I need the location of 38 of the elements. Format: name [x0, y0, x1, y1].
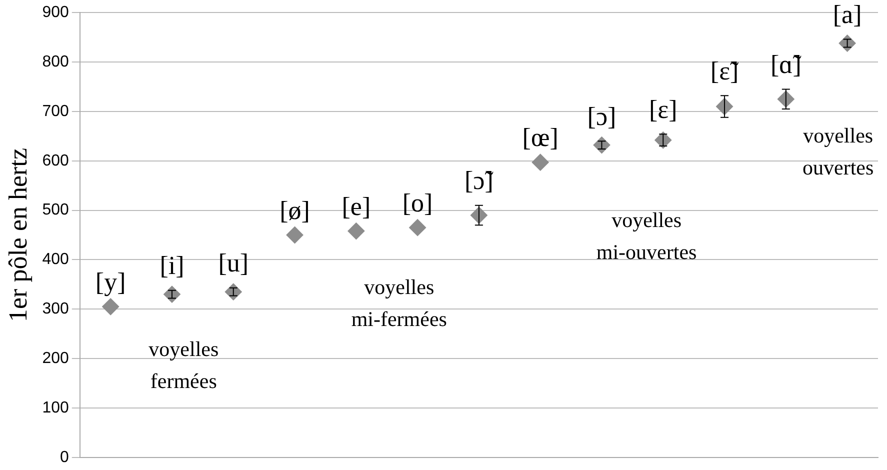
x-tick-label: [a] [832, 0, 862, 30]
point [224, 283, 242, 300]
x-tick-label: [i] [160, 251, 184, 280]
x-tick-label: [y] [95, 267, 126, 296]
x-tick-label: [ɔ] [587, 102, 616, 131]
x-tick-label: [e] [342, 192, 371, 221]
point [348, 222, 365, 240]
x-tick-label: [ø] [280, 196, 310, 225]
point [409, 219, 426, 236]
x-tick-label: [ɔ̃] [464, 166, 494, 196]
y-axis-title: 1er pôle en hertz [3, 148, 32, 322]
point [654, 132, 672, 149]
point [593, 136, 610, 154]
point [163, 286, 180, 303]
annotation: voyelles mi-ouvertes [596, 208, 697, 264]
y-tick-label: 800 [42, 53, 69, 70]
y-tick-label: 400 [42, 251, 69, 268]
y-tick-label: 500 [42, 202, 69, 219]
point [102, 298, 120, 316]
y-tick-label: 0 [60, 448, 69, 466]
x-tick-label: [ɑ̃] [770, 50, 802, 80]
x-tick-label: [o] [402, 188, 433, 218]
y-tick-label: 900 [42, 4, 69, 22]
y-tick-label: 300 [42, 300, 69, 318]
point [838, 34, 856, 52]
point [286, 226, 304, 244]
x-tick-label: [u] [218, 248, 249, 278]
y-tick-label: 200 [42, 350, 69, 367]
y-tick-label: 100 [42, 399, 69, 416]
annotation: voyelles ouvertes [802, 124, 874, 180]
annotation: voyelles fermées [148, 337, 219, 394]
point [532, 154, 549, 171]
annotation: voyelles mi-fermées [351, 274, 447, 331]
y-tick-label: 600 [42, 152, 69, 170]
y-tick-label: 700 [42, 102, 69, 120]
x-tick-label: [ɛ̃] [710, 56, 739, 86]
x-tick-label: [ɛ] [649, 95, 678, 124]
x-tick-label: [œ] [522, 123, 558, 152]
